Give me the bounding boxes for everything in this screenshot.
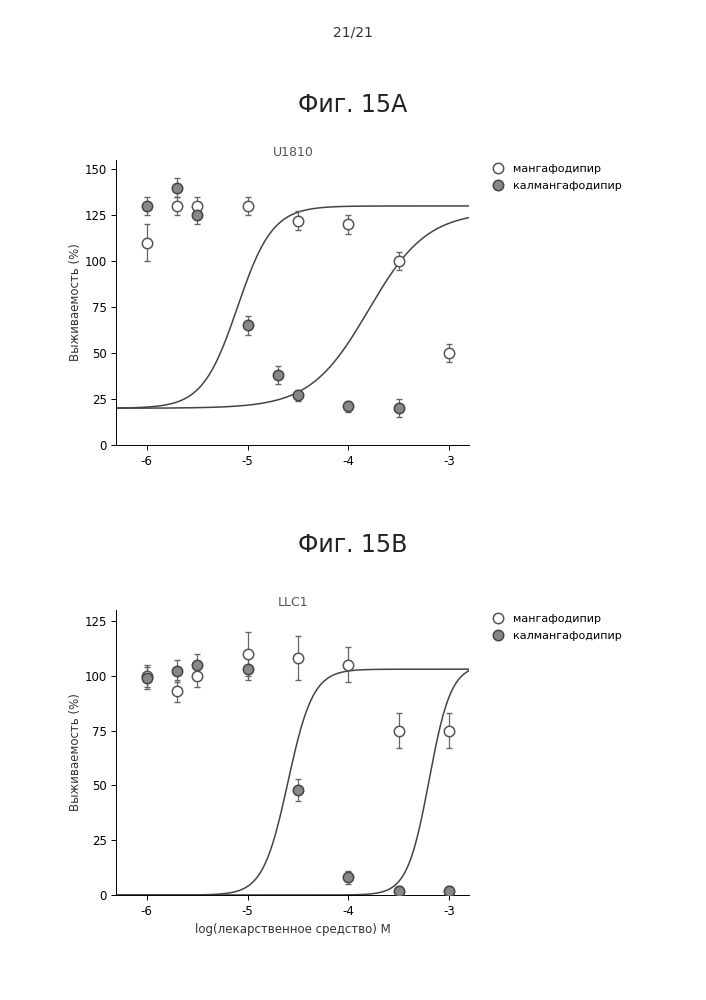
Text: 21/21: 21/21 — [333, 25, 373, 39]
Text: Фиг. 15A: Фиг. 15A — [299, 93, 407, 117]
Y-axis label: Выживаемость (%): Выживаемость (%) — [68, 244, 82, 361]
Title: LLC1: LLC1 — [277, 596, 309, 609]
Legend: мангафодипир, калмангафодипир: мангафодипир, калмангафодипир — [482, 610, 626, 645]
X-axis label: log(лекарственное средство) М: log(лекарственное средство) М — [195, 923, 391, 936]
Title: U1810: U1810 — [273, 146, 313, 159]
Legend: мангафодипир, калмангафодипир: мангафодипир, калмангафодипир — [482, 160, 626, 195]
Text: Фиг. 15B: Фиг. 15B — [299, 533, 407, 557]
Y-axis label: Выживаемость (%): Выживаемость (%) — [68, 694, 82, 811]
